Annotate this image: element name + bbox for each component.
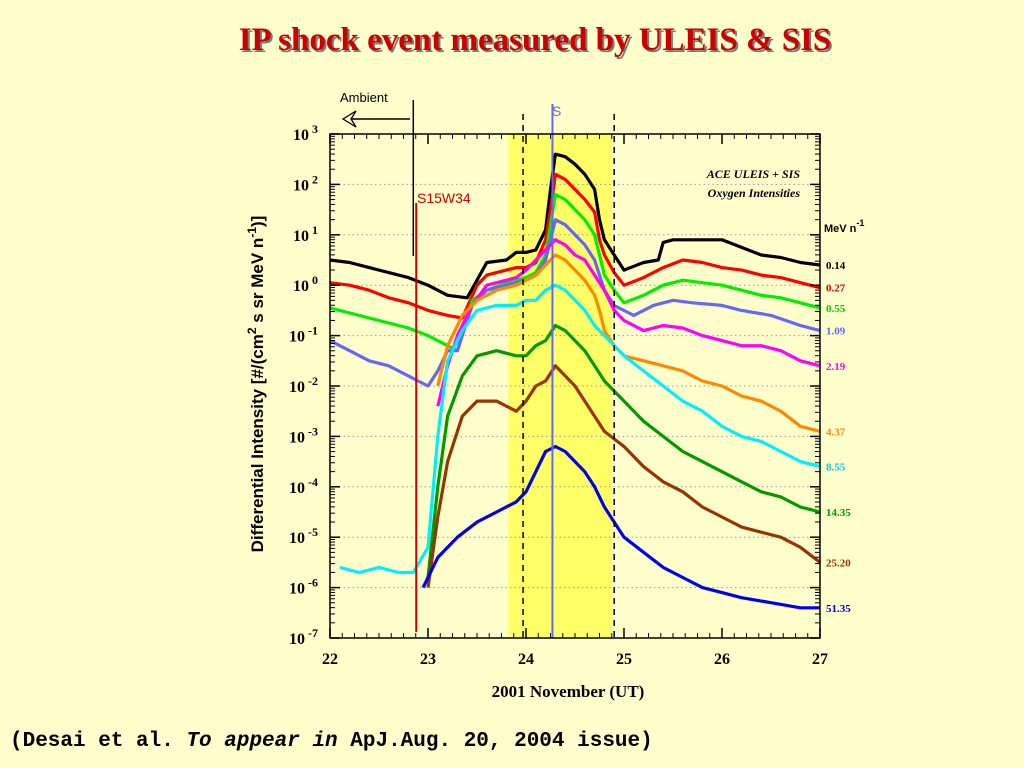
y-tick-exponent: -4	[305, 475, 318, 489]
x-tick-label: 24	[518, 651, 534, 668]
slide-title: IP shock event measured by ULEIS & SIS	[238, 22, 832, 58]
y-tick-base: 10	[293, 127, 309, 144]
series-line-51.35	[421, 444, 820, 610]
y-ticks: 10 310 210 110 010 -110 -210 -310 -410 -…	[289, 122, 820, 648]
series-line-4.37	[436, 253, 821, 433]
citation: (Desai et al. To appear in ApJ.Aug. 20, …	[10, 730, 653, 753]
legend-label-8.55: 8.55	[826, 462, 846, 474]
y-tick-label: 10 3	[293, 122, 318, 144]
citation-italic: To appear in	[186, 730, 338, 753]
y-axis-label-part2: s sr MeV n	[248, 238, 267, 328]
y-tick-base: 10	[289, 379, 305, 396]
x-tick-label: 25	[616, 651, 632, 668]
series-line-0.27	[329, 172, 821, 320]
legend-label-14.35: 14.35	[826, 507, 851, 519]
citation-prefix: (Desai et al.	[10, 730, 187, 753]
legend-label-2.19: 2.19	[826, 361, 846, 373]
legend-title: MeV n-1	[824, 218, 864, 235]
x-tick-label: 27	[812, 651, 828, 668]
legend-label-0.14: 0.14	[826, 260, 846, 272]
y-tick-label: 10 -1	[289, 324, 318, 346]
y-tick-label: 10 -6	[289, 576, 318, 598]
x-tick-label: 26	[714, 651, 730, 668]
legend-label-0.27: 0.27	[826, 283, 846, 295]
legend-label-25.20: 25.20	[826, 557, 851, 569]
y-tick-exponent: 2	[309, 172, 318, 186]
y-tick-base: 10	[289, 581, 305, 598]
y-tick-label: 10 2	[293, 172, 318, 194]
y-tick-base: 10	[293, 177, 309, 194]
y-tick-label: 10 1	[293, 223, 318, 245]
y-tick-exponent: -6	[305, 576, 318, 590]
plot-area: 22 23 24 25 26 27 10 310 210 110 010 -110 -21…	[289, 100, 828, 668]
ambient-label: Ambient	[340, 90, 388, 105]
y-tick-exponent: -2	[305, 374, 318, 388]
series-line-25.20	[426, 364, 821, 588]
y-tick-label: 10 -4	[289, 475, 318, 497]
y-tick-base: 10	[289, 631, 305, 648]
series-line-14.35	[426, 323, 821, 578]
x-tick-label: 23	[420, 651, 436, 668]
y-axis-label-sup1: 2	[245, 327, 259, 334]
y-axis-label: Differential Intensity [#/(cm2 s sr MeV …	[245, 216, 267, 553]
legend-title-sup: -1	[856, 218, 864, 228]
x-ticks: 22 23 24 25 26 27	[322, 134, 828, 668]
y-tick-exponent: -1	[305, 324, 318, 338]
series-layer	[329, 152, 821, 610]
inset-line1: ACE ULEIS + SIS	[706, 167, 801, 181]
legend-label-51.35: 51.35	[826, 603, 851, 615]
y-tick-base: 10	[293, 278, 309, 295]
y-tick-label: 10 -3	[289, 424, 318, 446]
ambient-arrow	[341, 110, 410, 128]
y-tick-label: 10 -2	[289, 374, 318, 396]
y-tick-base: 10	[289, 329, 305, 346]
legend-label-4.37: 4.37	[826, 426, 846, 438]
series-line-8.55	[339, 283, 821, 575]
y-tick-label: 10 0	[293, 273, 318, 295]
series-line-0.14	[329, 152, 821, 300]
inset-line2: Oxygen Intensities	[708, 186, 801, 200]
y-tick-exponent: -5	[305, 525, 318, 539]
y-tick-base: 10	[289, 530, 305, 547]
x-tick-label: 22	[322, 651, 338, 668]
y-axis-label-part3: )]	[248, 216, 267, 227]
series-line-2.19	[436, 238, 821, 407]
y-tick-base: 10	[289, 480, 305, 497]
series-line-0.55	[329, 192, 821, 353]
y-tick-exponent: 1	[309, 223, 318, 237]
legend-title-text: MeV n	[824, 223, 857, 235]
citation-suffix: ApJ.Aug. 20, 2004 issue)	[337, 730, 653, 753]
x-axis-label: 2001 November (UT)	[492, 682, 645, 701]
legend: 0.14 0.27 0.55 1.09 2.19 4.37 8.55 14.35 25.20 51…	[826, 260, 851, 615]
y-tick-exponent: 0	[309, 273, 318, 287]
y-tick-base: 10	[289, 429, 305, 446]
y-tick-exponent: -3	[305, 424, 318, 438]
y-tick-label: 10 -5	[289, 525, 318, 547]
y-tick-exponent: -7	[305, 626, 318, 640]
series-line-1.09	[329, 218, 821, 388]
legend-label-1.09: 1.09	[826, 326, 846, 338]
y-tick-label: 10 -7	[289, 626, 318, 648]
legend-label-0.55: 0.55	[826, 303, 846, 315]
s15w34-label: S15W34	[417, 190, 471, 206]
shock-label: S	[552, 103, 561, 119]
y-axis-label-part1: Differential Intensity [#/(cm	[248, 334, 267, 552]
y-axis-label-sup2: -1	[245, 227, 259, 238]
y-tick-exponent: 3	[309, 122, 318, 136]
y-tick-base: 10	[293, 228, 309, 245]
